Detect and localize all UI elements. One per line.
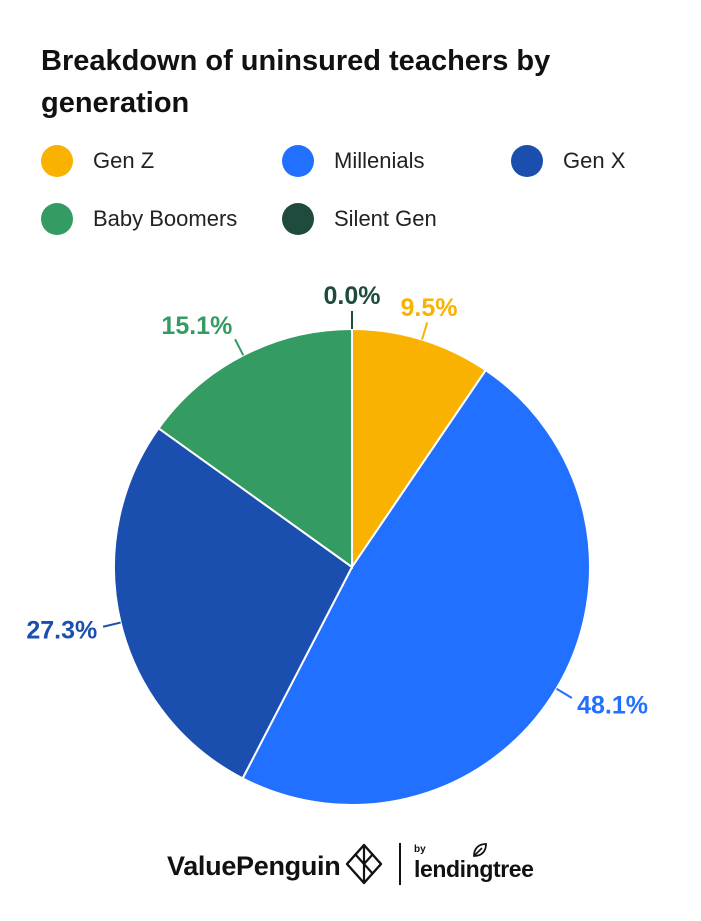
data-label-gen-x: 27.3%: [26, 616, 97, 644]
pie-leader-lines: [102, 311, 573, 699]
leader-line-baby-boomers: [234, 338, 245, 356]
leader-line-gen-z: [421, 322, 429, 340]
footer-divider: [399, 843, 401, 885]
chart-title: Breakdown of uninsured teachers by gener…: [41, 45, 551, 119]
legend-item-baby-boomers: Baby Boomers: [41, 203, 237, 235]
pie-slice-millenials: [241, 368, 591, 806]
leader-line-millenials: [555, 687, 573, 699]
data-label-gen-z: 9.5%: [401, 294, 458, 322]
valuepenguin-logo-icon: [345, 843, 383, 885]
legend-item-millenials: Millenials: [282, 145, 424, 177]
legend-label-silent-gen: Silent Gen: [334, 206, 437, 231]
pie-data-labels: 9.5% 48.1% 27.3% 15.1% 0.0%: [26, 282, 648, 720]
data-label-silent-gen: 0.0%: [324, 282, 381, 310]
legend-item-gen-x: Gen X: [511, 145, 625, 177]
legend: Gen Z Millenials Gen X Baby Boomers Sile…: [0, 0, 701, 250]
legend-swatch-gen-z: [41, 145, 73, 177]
footer-branding: ValuePenguin by lendingtree: [0, 838, 701, 888]
legend-item-silent-gen: Silent Gen: [282, 203, 437, 235]
pie-slice-gen-z: [351, 327, 488, 571]
legend-swatch-gen-x: [511, 145, 543, 177]
legend-label-baby-boomers: Baby Boomers: [93, 206, 238, 231]
leader-line-gen-x: [102, 621, 121, 628]
legend-label-millenials: Millenials: [334, 148, 425, 173]
pie-slices: [113, 327, 591, 806]
valuepenguin-wordmark: ValuePenguin: [167, 851, 341, 881]
by-label: by: [414, 844, 426, 855]
lendingtree-wordmark: lendingtree: [414, 856, 534, 882]
legend-label-gen-x: Gen X: [563, 148, 626, 173]
legend-label-gen-z: Gen Z: [93, 148, 155, 173]
legend-swatch-silent-gen: [282, 203, 314, 235]
legend-swatch-baby-boomers: [41, 203, 73, 235]
data-label-baby-boomers: 15.1%: [161, 312, 232, 340]
legend-item-gen-z: Gen Z: [41, 145, 154, 177]
data-label-millenials: 48.1%: [577, 692, 648, 720]
pie-chart: 9.5% 48.1% 27.3% 15.1% 0.0%: [26, 282, 648, 806]
pie-slice-gen-x: [113, 426, 354, 780]
lendingtree-leaf-icon: [473, 843, 487, 857]
pie-slice-baby-boomers: [157, 327, 353, 569]
legend-swatch-millenials: [282, 145, 314, 177]
